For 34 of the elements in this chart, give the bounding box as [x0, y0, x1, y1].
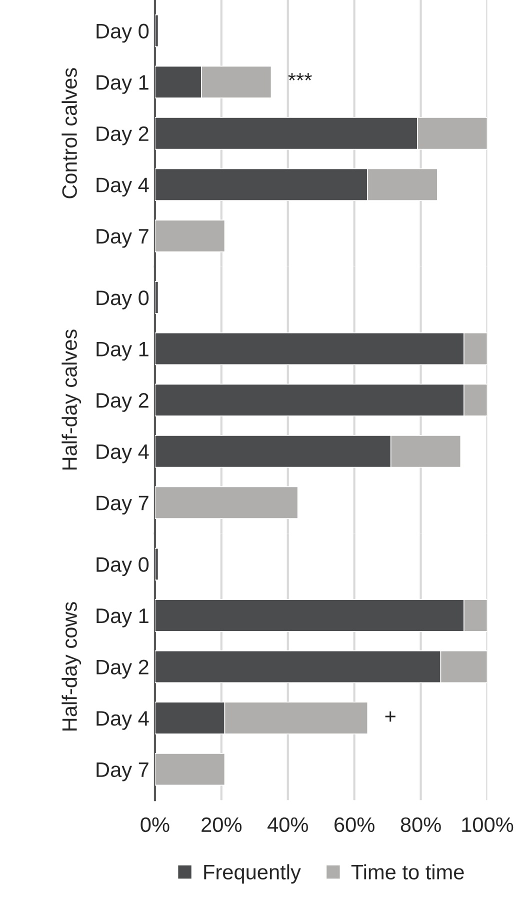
y-tick-label: Day 4 — [96, 711, 149, 730]
bar — [154, 281, 159, 314]
y-tick-label: Day 0 — [96, 290, 149, 310]
bar — [154, 753, 226, 786]
y-tick-label: Day 1 — [96, 75, 148, 94]
x-tick-label: 60% — [334, 817, 374, 832]
y-tick-label: Day 2 — [96, 126, 148, 146]
bar — [154, 548, 159, 580]
y-tick-label: Day 1 — [96, 342, 148, 361]
bar — [154, 220, 226, 252]
y-tick-label: Day 4 — [96, 444, 149, 464]
y-axis-title: Half-day calves — [62, 330, 82, 470]
x-tick-label: 100% — [462, 817, 514, 832]
y-tick-label: Day 7 — [96, 229, 148, 248]
x-tick-label: 40% — [268, 817, 308, 832]
y-tick-label: Day 7 — [96, 762, 148, 782]
legend-label: Frequently — [204, 864, 301, 884]
y-axis-title: Control calves — [62, 68, 77, 198]
bar — [154, 486, 298, 519]
y-tick-label: Day 0 — [96, 557, 149, 576]
y-tick-label: Day 1 — [96, 608, 148, 628]
x-tick-label: 80% — [400, 817, 441, 832]
y-tick-label: Day 0 — [96, 24, 149, 43]
y-tick-label: Day 2 — [96, 393, 148, 412]
legend-label: Time to time — [351, 864, 464, 880]
bar — [154, 14, 159, 48]
y-axis-title: Half-day cows — [62, 602, 82, 730]
x-tick-label: 20% — [202, 817, 242, 832]
y-tick-label: Day 7 — [96, 496, 148, 514]
y-tick-label: Day 2 — [96, 660, 148, 679]
annotation: + — [385, 711, 396, 722]
annotation: *** — [288, 73, 312, 80]
y-tick-label: Day 4 — [96, 178, 149, 197]
x-tick-label: 0% — [140, 817, 170, 832]
